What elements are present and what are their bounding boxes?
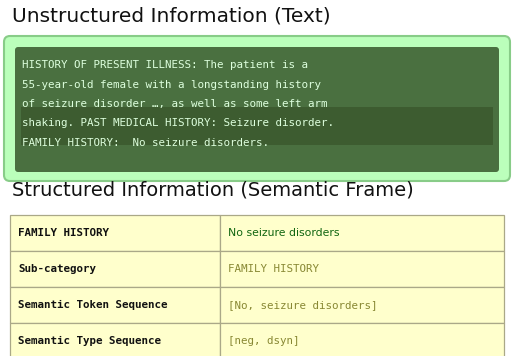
Bar xyxy=(21,107,493,145)
Text: of seizure disorder …, as well as some left arm: of seizure disorder …, as well as some l… xyxy=(22,99,327,109)
Text: Sub-category: Sub-category xyxy=(18,264,96,274)
Bar xyxy=(10,323,220,356)
Text: [neg, dsyn]: [neg, dsyn] xyxy=(228,336,300,346)
Bar xyxy=(220,287,504,323)
Bar xyxy=(220,323,504,356)
Bar xyxy=(220,215,504,251)
Text: Structured Information (Semantic Frame): Structured Information (Semantic Frame) xyxy=(12,180,414,199)
FancyBboxPatch shape xyxy=(15,47,499,172)
Text: shaking. PAST MEDICAL HISTORY: Seizure disorder.: shaking. PAST MEDICAL HISTORY: Seizure d… xyxy=(22,119,334,129)
Text: FAMILY HISTORY: FAMILY HISTORY xyxy=(228,264,319,274)
Text: Semantic Token Sequence: Semantic Token Sequence xyxy=(18,300,168,310)
Text: No seizure disorders: No seizure disorders xyxy=(228,228,340,238)
Bar xyxy=(10,215,220,251)
Bar xyxy=(10,251,220,287)
Text: Semantic Type Sequence: Semantic Type Sequence xyxy=(18,336,161,346)
FancyBboxPatch shape xyxy=(4,36,510,181)
Text: 55-year-old female with a longstanding history: 55-year-old female with a longstanding h… xyxy=(22,79,321,89)
Bar xyxy=(10,287,220,323)
Text: FAMILY HISTORY:  No seizure disorders.: FAMILY HISTORY: No seizure disorders. xyxy=(22,138,269,148)
Text: FAMILY HISTORY: FAMILY HISTORY xyxy=(18,228,109,238)
Bar xyxy=(220,251,504,287)
Text: [No, seizure disorders]: [No, seizure disorders] xyxy=(228,300,377,310)
Text: Unstructured Information (Text): Unstructured Information (Text) xyxy=(12,6,331,25)
Text: HISTORY OF PRESENT ILLNESS: The patient is a: HISTORY OF PRESENT ILLNESS: The patient … xyxy=(22,60,308,70)
